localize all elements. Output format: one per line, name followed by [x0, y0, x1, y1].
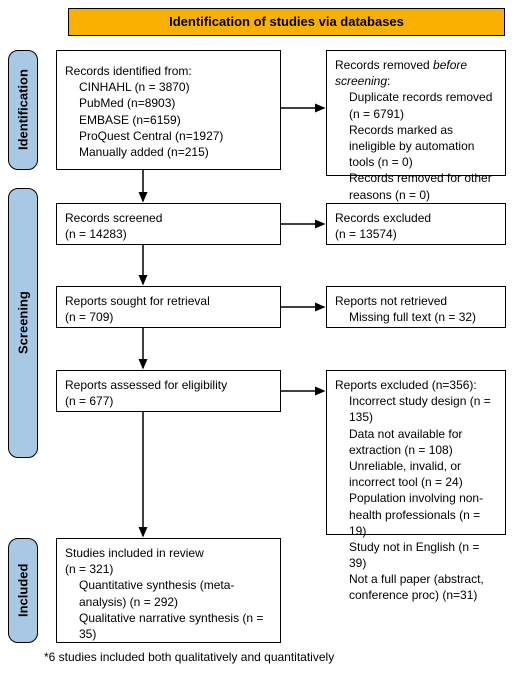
arrows-layer	[8, 8, 522, 677]
prisma-flowchart: Identification of studies via databases …	[8, 8, 522, 677]
